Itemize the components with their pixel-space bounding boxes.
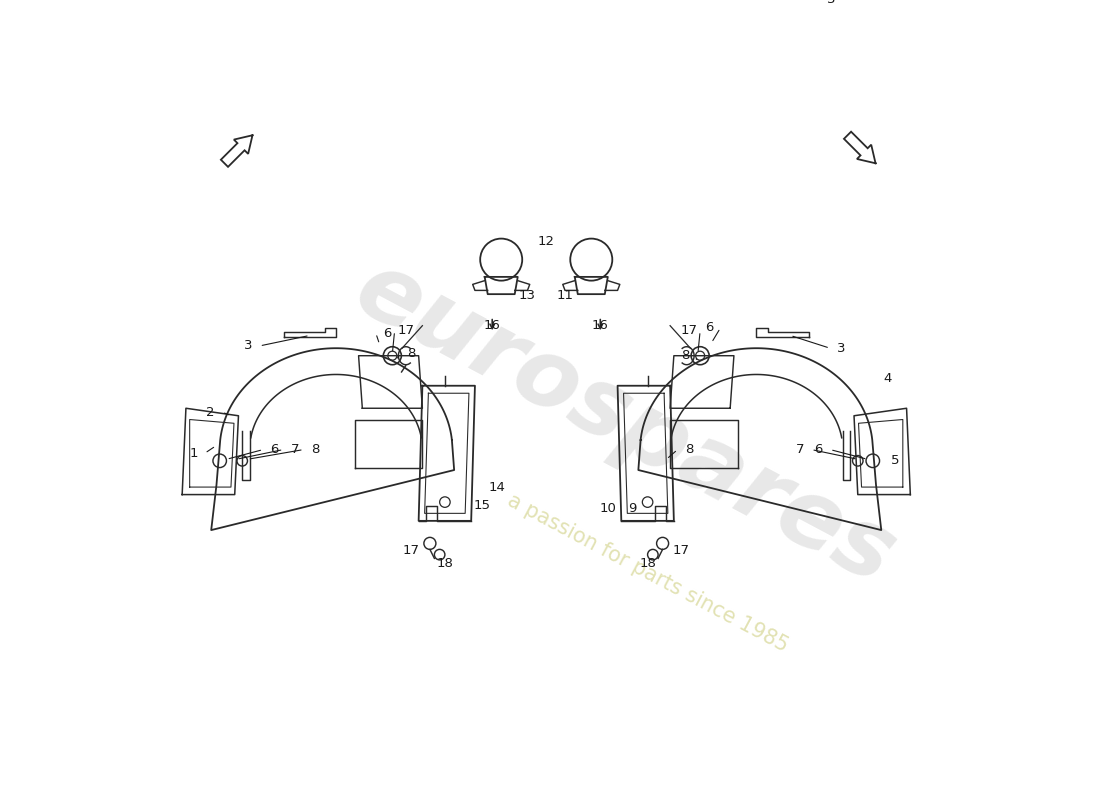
Text: 16: 16 [484, 319, 500, 332]
Text: 13: 13 [519, 289, 536, 302]
Text: 15: 15 [474, 499, 491, 512]
Text: 6: 6 [271, 443, 278, 456]
Text: 18: 18 [437, 557, 453, 570]
Text: 5: 5 [891, 454, 900, 467]
Text: 14: 14 [490, 481, 506, 494]
Text: 8: 8 [684, 443, 693, 456]
Text: 7: 7 [290, 443, 299, 456]
Text: 17: 17 [397, 325, 415, 338]
Text: 6: 6 [705, 322, 713, 334]
Text: 17: 17 [403, 544, 419, 558]
Text: 7: 7 [795, 443, 804, 456]
Text: 17: 17 [673, 544, 690, 558]
Text: 17: 17 [681, 325, 697, 338]
Text: 1: 1 [189, 446, 198, 460]
Text: 2: 2 [207, 406, 215, 418]
Text: 3: 3 [837, 342, 846, 354]
Text: 6: 6 [815, 443, 823, 456]
Text: 18: 18 [639, 557, 656, 570]
Text: 8: 8 [407, 347, 416, 360]
Text: 12: 12 [538, 235, 554, 248]
Text: 16: 16 [592, 319, 608, 332]
Text: a passion for parts since 1985: a passion for parts since 1985 [504, 490, 791, 656]
Text: 11: 11 [557, 289, 573, 302]
Text: 3: 3 [827, 0, 836, 6]
Text: 8: 8 [681, 350, 690, 362]
Text: 9: 9 [628, 502, 637, 514]
Text: 3: 3 [244, 339, 253, 353]
Text: 8: 8 [311, 443, 319, 456]
Text: 6: 6 [383, 326, 392, 340]
Text: eurospares: eurospares [340, 242, 911, 604]
Text: 4: 4 [883, 372, 892, 385]
Text: 10: 10 [600, 502, 616, 514]
